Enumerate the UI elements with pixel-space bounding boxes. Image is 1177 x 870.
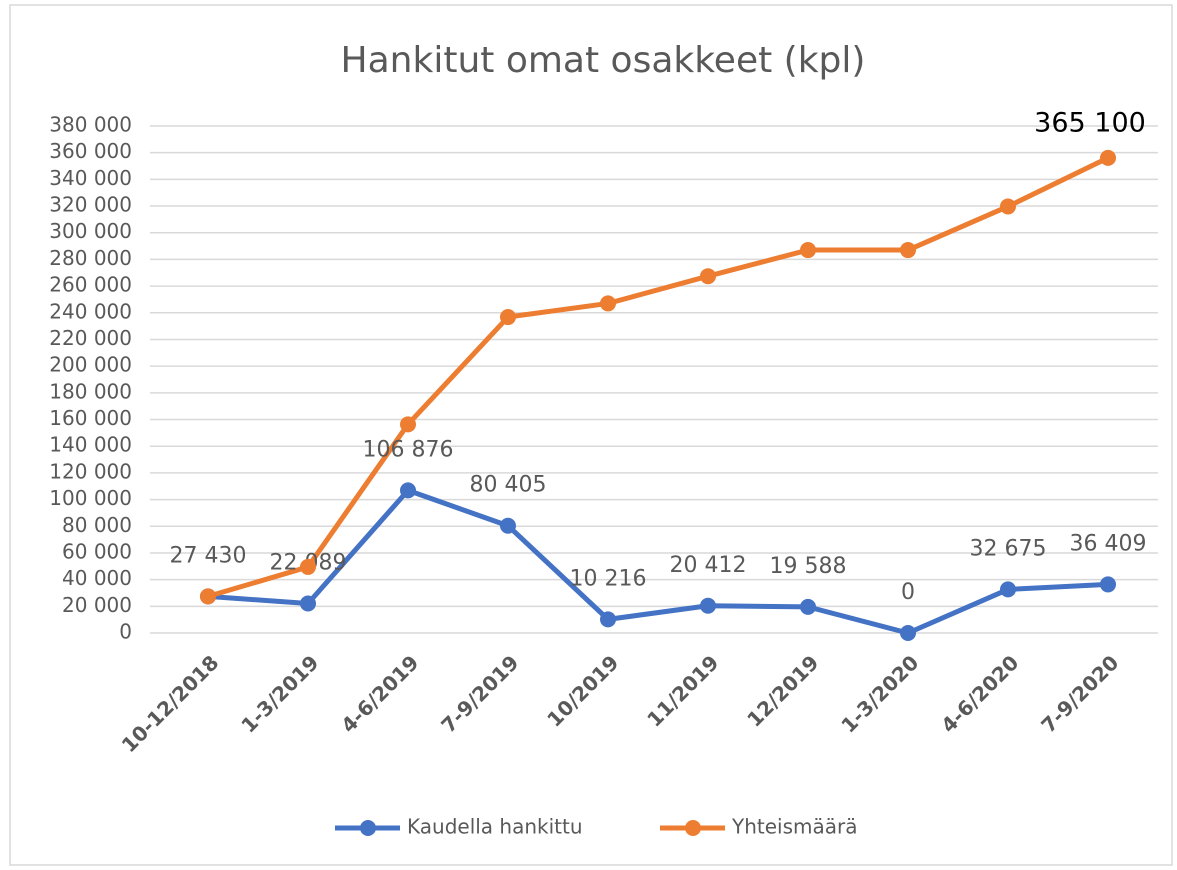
data-label: 80 405: [470, 473, 547, 498]
marker: [700, 268, 716, 285]
data-label: 36 409: [1070, 531, 1147, 556]
marker: [1000, 581, 1016, 598]
marker: [500, 309, 516, 326]
legend-label: Kaudella hankittu: [407, 815, 583, 839]
marker: [600, 611, 616, 628]
data-label: 27 430: [170, 543, 247, 568]
y-tick-label: 380 000: [49, 113, 132, 137]
y-tick-label: 40 000: [62, 566, 132, 590]
marker: [800, 242, 816, 259]
y-tick-label: 60 000: [62, 539, 132, 563]
marker: [1100, 576, 1116, 593]
y-tick-label: 260 000: [49, 273, 132, 297]
y-tick-label: 20 000: [62, 593, 132, 617]
y-tick-label: 120 000: [49, 459, 132, 483]
y-tick-label: 100 000: [49, 486, 132, 510]
marker: [900, 625, 916, 641]
y-tick-label: 80 000: [62, 513, 132, 537]
y-tick-label: 0: [119, 620, 132, 644]
y-tick-label: 240 000: [49, 299, 132, 323]
y-tick-label: 360 000: [49, 139, 132, 163]
y-tick-label: 340 000: [49, 166, 132, 190]
series-line: [207, 487, 1109, 636]
marker: [800, 598, 816, 615]
marker: [200, 588, 216, 605]
y-tick-label: 160 000: [49, 406, 132, 430]
marker: [300, 595, 316, 612]
series-line: [207, 155, 1110, 599]
y-tick-label: 220 000: [49, 326, 132, 350]
legend-label: Yhteismäärä: [731, 815, 858, 839]
data-label: 19 588: [770, 554, 847, 579]
marker: [600, 295, 616, 312]
data-label: 0: [901, 580, 915, 605]
y-tick-label: 200 000: [49, 353, 132, 377]
marker: [400, 416, 416, 433]
marker: [1000, 198, 1016, 215]
data-label: 106 876: [363, 437, 454, 462]
chart-title: Hankitut omat osakkeet (kpl): [341, 40, 866, 81]
y-tick-label: 320 000: [49, 193, 132, 217]
legend-marker: [685, 820, 701, 836]
marker: [500, 517, 516, 534]
data-label: 20 412: [670, 553, 747, 578]
y-tick-label: 300 000: [49, 219, 132, 243]
chart-frame: [9, 4, 1173, 866]
marker: [300, 558, 316, 575]
data-label: 10 216: [570, 566, 647, 591]
marker: [400, 482, 416, 499]
data-label: 32 675: [970, 536, 1047, 561]
y-tick-label: 180 000: [49, 379, 132, 403]
y-tick-label: 280 000: [49, 246, 132, 270]
marker: [700, 597, 716, 614]
legend-marker: [360, 820, 376, 836]
marker: [1100, 149, 1116, 166]
marker: [900, 242, 916, 259]
y-tick-label: 140 000: [49, 433, 132, 457]
annotation: 365 100: [1034, 107, 1146, 138]
